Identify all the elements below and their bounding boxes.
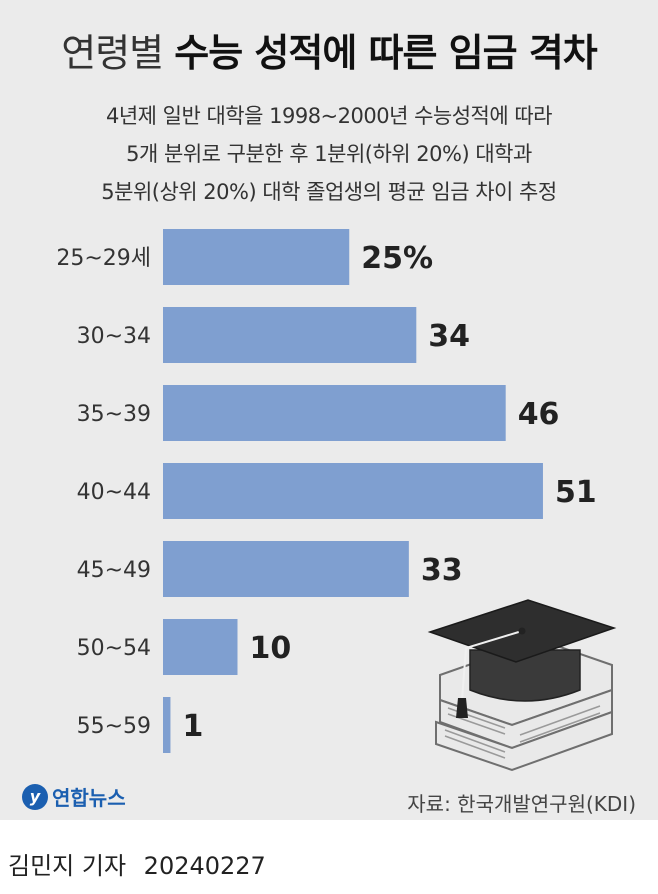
yonhap-logo: y 연합뉴스	[22, 782, 126, 811]
value-label-6: 1	[182, 709, 203, 744]
bar-0	[163, 229, 350, 285]
value-label-1: 34	[428, 319, 470, 354]
category-label-5: 50~54	[77, 636, 151, 661]
footer-credit: 김민지 기자 20240227	[8, 846, 266, 881]
subtitle-line-2: 5개 분위로 구분한 후 1분위(하위 20%) 대학과	[126, 142, 532, 166]
bar-5	[163, 619, 238, 675]
value-label-3: 51	[555, 475, 597, 510]
logo-text: 연합뉴스	[52, 786, 126, 810]
category-label-3: 40~44	[77, 480, 151, 505]
bar-chart: 25~29세 25% 30~34 34 35~39 46 40~44 51 45~49 33 50~…	[56, 229, 617, 772]
bar-1	[163, 307, 417, 363]
subtitle-line-3: 5분위(상위 20%) 대학 졸업생의 평균 임금 차이 추정	[101, 180, 557, 204]
publish-date: 20240227	[143, 852, 266, 880]
title-light: 연령별	[61, 31, 164, 75]
title-bold: 수능 성적에 따른 임금 격차	[174, 31, 597, 75]
bars-group: 25~29세 25% 30~34 34 35~39 46 40~44 51 45~49 33 50~…	[56, 229, 597, 753]
bar-3	[163, 463, 543, 519]
bar-4	[163, 541, 409, 597]
subtitle-line-1: 4년제 일반 대학을 1998~2000년 수능성적에 따라	[105, 104, 553, 128]
category-label-4: 45~49	[77, 558, 151, 583]
bar-2	[163, 385, 506, 441]
bar-6	[163, 697, 171, 753]
category-label-1: 30~34	[77, 324, 151, 349]
category-label-0: 25~29세	[56, 246, 151, 271]
category-label-6: 55~59	[77, 714, 151, 739]
graduation-cap-on-books-icon	[427, 599, 617, 772]
value-label-2: 46	[518, 397, 560, 432]
value-label-5: 10	[250, 631, 292, 666]
value-label-0: 25%	[361, 241, 433, 276]
source-note: 자료: 한국개발연구원(KDI)	[407, 792, 636, 816]
infographic-card: 연령별 수능 성적에 따른 임금 격차 4년제 일반 대학을 1998~2000…	[0, 0, 658, 820]
author-name: 김민지 기자	[8, 852, 127, 880]
category-label-2: 35~39	[77, 402, 151, 427]
logo-mark-icon: y	[22, 783, 48, 810]
chart-title: 연령별 수능 성적에 따른 임금 격차	[0, 22, 658, 77]
value-label-4: 33	[421, 553, 463, 588]
